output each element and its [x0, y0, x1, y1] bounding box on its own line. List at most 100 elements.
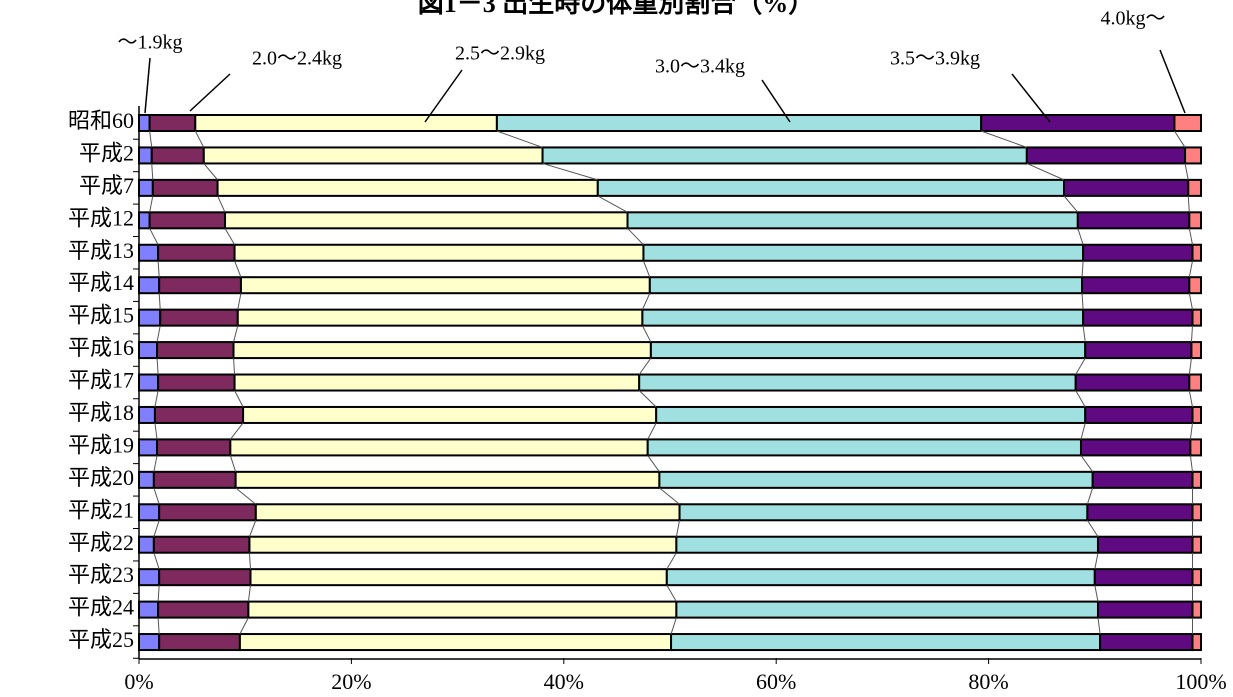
series-line: [154, 390, 159, 408]
bar-segment: [1082, 308, 1194, 327]
category-label: 平成23: [68, 562, 134, 587]
bar-segment: [1076, 211, 1191, 230]
bar-segment: [238, 633, 673, 652]
series-line: [234, 260, 242, 278]
series-line: [247, 585, 252, 602]
series-line: [1189, 455, 1193, 472]
series-line: [1086, 520, 1099, 537]
series-label: 2.0～2.4kg: [252, 48, 342, 70]
leader-line: [1159, 49, 1186, 114]
series-line: [239, 617, 249, 635]
bar-segment: [151, 178, 219, 197]
series-line: [156, 325, 161, 343]
bar-segment: [641, 308, 1085, 327]
bar-segment: [138, 373, 160, 392]
series-label: 3.5～3.9kg: [890, 48, 980, 70]
bar-segment: [1081, 276, 1191, 295]
series-line: [1188, 260, 1193, 278]
category-label: 昭和60: [68, 108, 134, 133]
series-line: [1075, 357, 1086, 375]
bar-segment: [1191, 503, 1203, 522]
bar-segment: [638, 373, 1077, 392]
series-line: [153, 487, 160, 505]
bar-segment: [1191, 405, 1203, 424]
bar-segment: [1191, 243, 1203, 262]
bar-segment: [1173, 114, 1202, 132]
series-line: [675, 520, 681, 537]
bar-segment: [153, 405, 245, 424]
bar-segment: [158, 503, 257, 522]
bar-segment: [158, 633, 241, 652]
bar-segment: [202, 146, 544, 165]
series-line: [1188, 293, 1193, 310]
x-tick-label: 60%: [756, 669, 796, 694]
bar-segment: [1191, 600, 1203, 619]
category-label: 平成20: [68, 465, 134, 490]
series-line: [149, 195, 154, 213]
bar-segment: [670, 633, 1102, 652]
bar-segment: [138, 470, 155, 489]
series-line: [641, 325, 652, 343]
series-line: [235, 487, 257, 505]
series-line: [153, 520, 160, 537]
leader-line: [144, 57, 151, 114]
series-line: [627, 227, 644, 246]
bar-segment: [242, 405, 658, 424]
bar-segment: [138, 405, 156, 424]
category-label: 平成25: [68, 627, 134, 652]
bar-segment: [1079, 438, 1192, 457]
bar-segment: [1093, 568, 1194, 587]
series-line: [156, 358, 159, 375]
bar-segment: [229, 438, 649, 457]
category-label: 平成24: [68, 595, 134, 620]
series-line: [638, 390, 657, 408]
series-line: [233, 358, 236, 375]
bar-segment: [138, 438, 159, 457]
bar-segment: [1099, 633, 1194, 652]
bar-segment: [138, 211, 151, 230]
bar-segment: [249, 568, 668, 587]
bar-segment: [1188, 373, 1202, 392]
series-line: [149, 228, 159, 245]
category-label: 平成17: [68, 368, 134, 393]
bar-segment: [675, 535, 1099, 554]
series-line: [1188, 358, 1192, 375]
bar-segment: [138, 243, 160, 262]
x-tick-label: 100%: [1175, 669, 1226, 694]
bar-segment: [678, 503, 1089, 522]
bar-segment: [156, 341, 235, 360]
series-line: [157, 260, 160, 278]
leader-line: [761, 79, 791, 123]
x-tick-label: 0%: [124, 669, 153, 694]
series-label: 3.0～3.4kg: [655, 56, 745, 78]
bar-segment: [642, 243, 1085, 262]
bar-segment: [232, 341, 652, 360]
bar-segment: [648, 276, 1084, 295]
series-line: [248, 520, 257, 537]
bar-segment: [152, 470, 237, 489]
category-label: 平成13: [68, 238, 134, 263]
bar-segment: [1188, 276, 1202, 295]
bar-segment: [1189, 438, 1203, 457]
series-line: [980, 130, 1028, 148]
bar-segment: [233, 373, 641, 392]
bar-segment: [194, 114, 498, 132]
bar-segment: [1091, 470, 1194, 489]
category-label: 平成12: [68, 205, 134, 230]
series-line: [1174, 130, 1186, 148]
series-line: [666, 584, 677, 602]
category-label: 平成21: [68, 497, 134, 522]
chart-title: 図1－3 出生時の体重別割合（%）: [418, 0, 815, 18]
x-tick-label: 20%: [331, 669, 371, 694]
series-label: ～1.9kg: [118, 32, 183, 54]
category-label: 平成19: [68, 432, 134, 457]
series-line: [1080, 422, 1086, 440]
bar-segment: [1191, 535, 1203, 554]
bar-segment: [234, 470, 661, 489]
bar-segment: [150, 146, 205, 165]
series-line: [248, 552, 252, 570]
bar-segment: [1086, 503, 1194, 522]
bar-segment: [156, 438, 232, 457]
bar-segment: [1096, 600, 1194, 619]
